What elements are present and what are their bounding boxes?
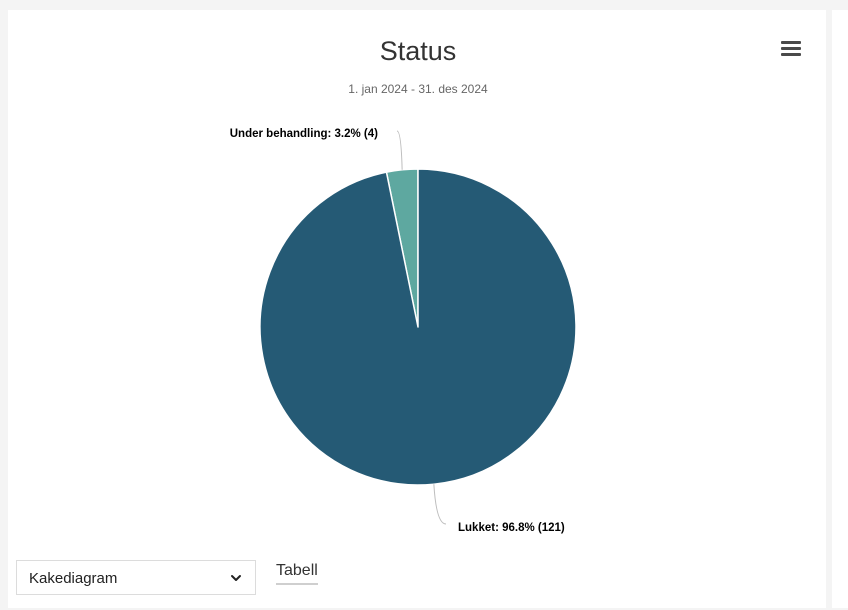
pie-slices [259, 168, 577, 486]
pie-slice-lukket[interactable] [259, 168, 577, 486]
chart-menu-button[interactable] [772, 32, 808, 66]
chart-subtitle: 1. jan 2024 - 31. des 2024 [348, 82, 488, 96]
connector-under-behandling [396, 130, 403, 170]
table-view-link[interactable]: Tabell [276, 562, 318, 585]
label-connectors [396, 130, 447, 525]
chart-type-selected-value: Kakediagram [29, 570, 118, 587]
chart-type-select[interactable]: Kakediagram [16, 560, 256, 595]
data-label-under-behandling: Under behandling: 3.2% (4) [230, 128, 378, 140]
connector-lukket [433, 484, 447, 525]
chart-title: Status [380, 36, 457, 66]
neighbor-panel-edge [832, 10, 848, 608]
data-label-lukket: Lukket: 96.8% (121) [458, 522, 565, 534]
chevron-down-icon [231, 575, 241, 581]
